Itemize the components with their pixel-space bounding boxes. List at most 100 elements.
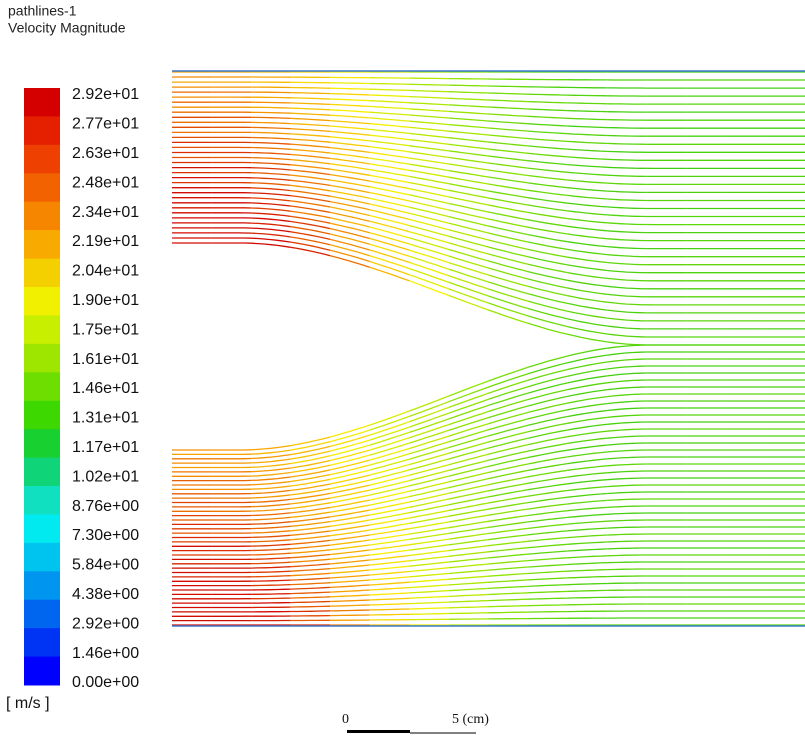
pathline [449, 282, 489, 296]
color-band [24, 486, 60, 515]
pathline [370, 250, 410, 262]
pathline [607, 215, 647, 217]
pathline [607, 464, 647, 466]
pathline [528, 356, 568, 367]
pathline [409, 121, 449, 125]
pathline [409, 115, 449, 118]
pathline [409, 256, 449, 269]
pathline [568, 149, 608, 151]
pathline [568, 590, 608, 591]
pathline [291, 611, 331, 612]
pathline [370, 572, 410, 576]
pathline [409, 448, 449, 460]
pathline [449, 448, 489, 459]
pathline [291, 442, 331, 450]
pathline [568, 584, 608, 585]
pathline [528, 212, 568, 218]
pathline [330, 148, 370, 153]
pathline [568, 280, 608, 286]
pathline [568, 288, 608, 294]
pathline [568, 397, 608, 404]
pathline [568, 542, 608, 544]
pathline [409, 250, 449, 263]
pathline [370, 454, 410, 465]
pathline [370, 106, 410, 109]
pathline [449, 540, 489, 545]
pathline [528, 531, 568, 535]
pathline [489, 483, 529, 491]
pathline [330, 470, 370, 479]
pathline [449, 399, 489, 413]
pathline [607, 471, 647, 473]
pathline [568, 188, 608, 191]
pathline [607, 506, 647, 507]
pathline [568, 514, 608, 517]
pathline [489, 503, 529, 510]
pathline [409, 614, 449, 615]
pathline [449, 276, 489, 289]
pathline [251, 589, 291, 590]
pathline [449, 613, 489, 614]
pathline [370, 470, 410, 480]
pathline [528, 94, 568, 95]
pathline [409, 78, 449, 79]
legend-label: 2.48e+01 [72, 174, 139, 191]
pathline [607, 136, 647, 137]
pathline [291, 113, 331, 115]
subtitle: Velocity Magnitude [8, 20, 126, 36]
pathline [607, 422, 647, 424]
pathline [330, 153, 370, 158]
pathline [449, 558, 489, 562]
pathline [251, 562, 291, 564]
pathline [370, 449, 410, 461]
pathline [409, 528, 449, 534]
pathline [449, 184, 489, 191]
pathline [528, 605, 568, 606]
color-band [24, 344, 60, 373]
pathline [449, 197, 489, 205]
pathline [370, 588, 410, 590]
pathline [370, 164, 410, 170]
pathline [489, 574, 529, 577]
pathline [489, 93, 529, 94]
pathline [607, 408, 647, 411]
color-band [24, 628, 60, 657]
pathline [607, 310, 647, 313]
pathline [370, 227, 410, 238]
pathline [449, 144, 489, 149]
pathline [330, 223, 370, 233]
pathline [291, 597, 331, 598]
pathline [528, 102, 568, 103]
color-band [24, 657, 60, 686]
pathline [330, 256, 370, 268]
pathline [607, 302, 647, 305]
unit-label: [ m/s ] [6, 695, 50, 712]
pathline [330, 245, 370, 256]
pathline [528, 457, 568, 464]
pathline [568, 424, 608, 430]
pathline [528, 504, 568, 509]
pathline [568, 487, 608, 491]
pathline [449, 250, 489, 262]
pathline [409, 574, 449, 577]
pathline [370, 262, 410, 275]
pathline [489, 425, 529, 436]
pathline [449, 552, 489, 557]
pathline [330, 126, 370, 129]
pathline [568, 383, 608, 390]
color-band [24, 230, 60, 259]
pathline [528, 443, 568, 451]
pathline [330, 535, 370, 540]
pathline [568, 134, 608, 136]
pathline [409, 269, 449, 283]
pathline [528, 363, 568, 374]
pathline [528, 146, 568, 149]
pathline [409, 176, 449, 183]
pathline [370, 486, 410, 495]
pathline [607, 345, 647, 348]
pathline [528, 571, 568, 573]
pathline [489, 296, 529, 309]
pathline [330, 565, 370, 569]
pathline [330, 595, 370, 597]
